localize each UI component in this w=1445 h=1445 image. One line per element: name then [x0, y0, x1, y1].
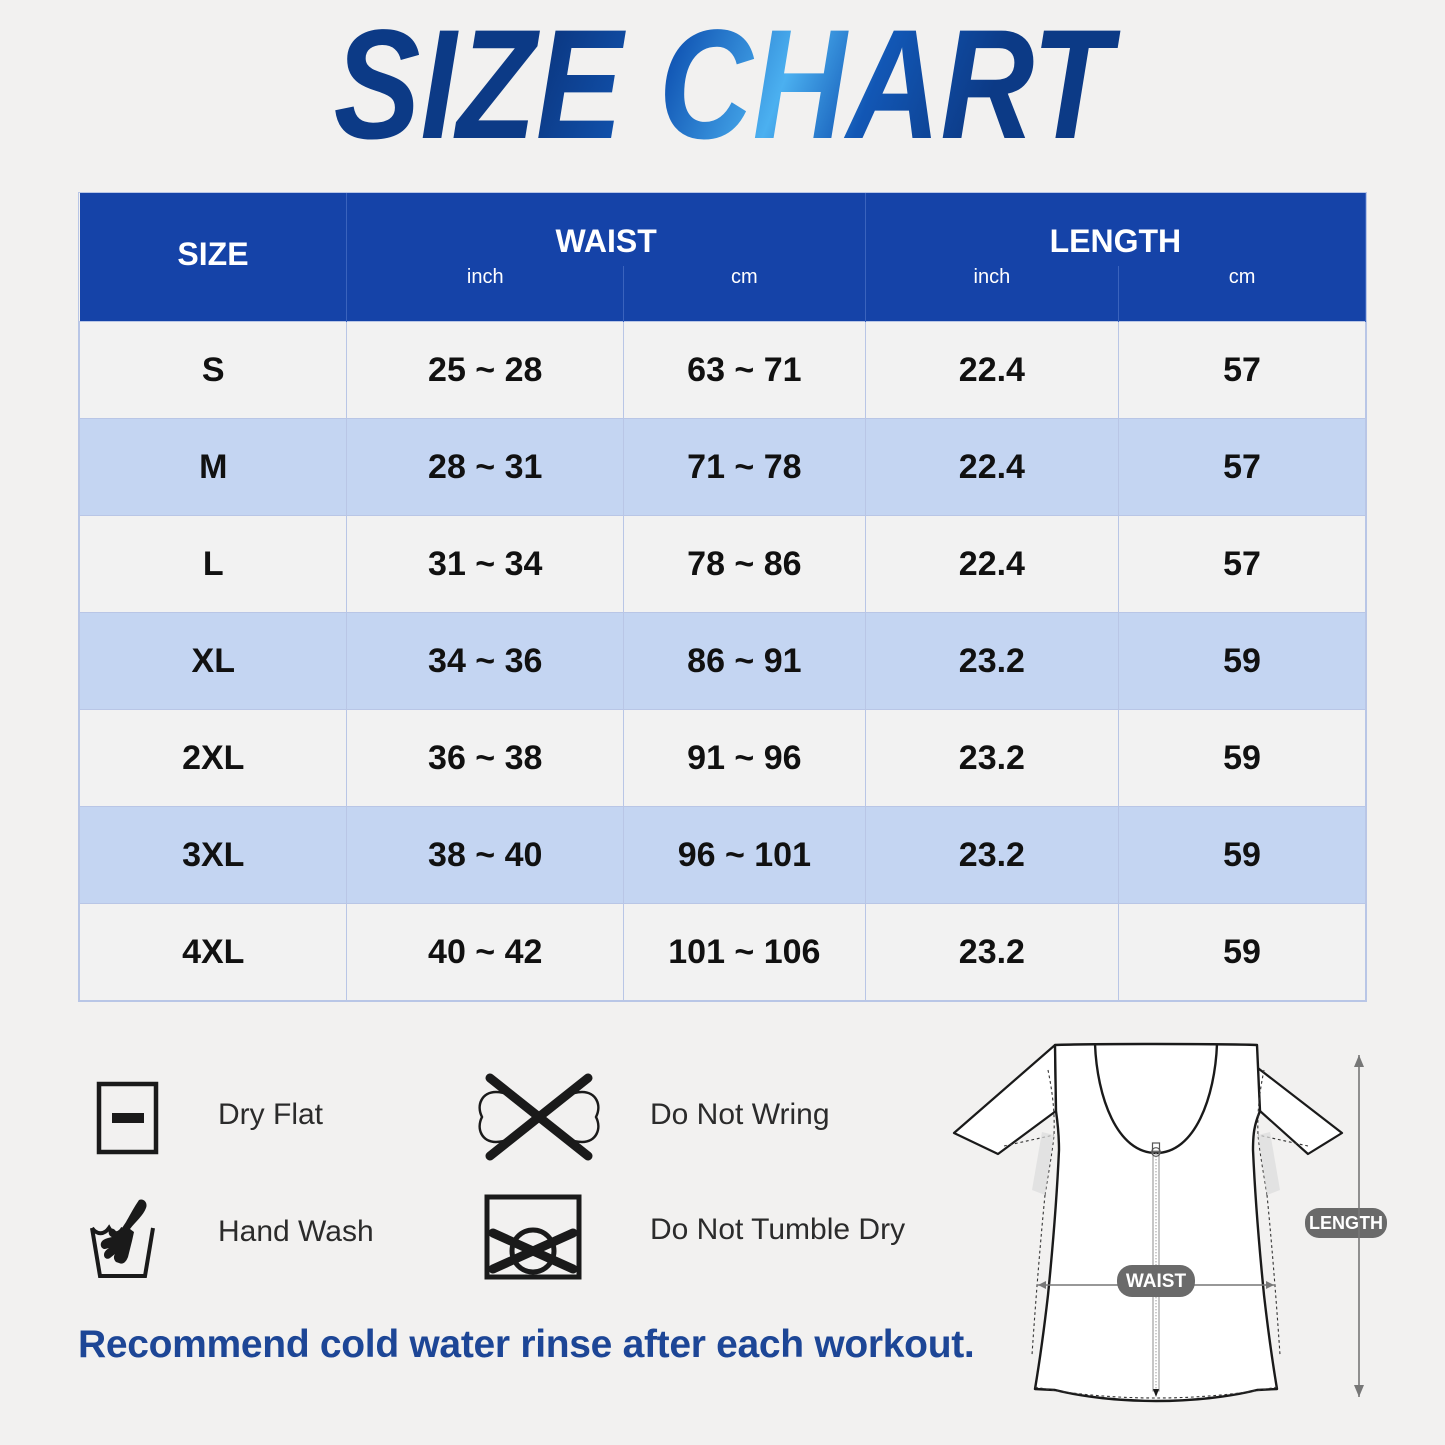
svg-text:WAIST: WAIST — [1126, 1271, 1187, 1292]
svg-text:LENGTH: LENGTH — [1309, 1213, 1383, 1233]
